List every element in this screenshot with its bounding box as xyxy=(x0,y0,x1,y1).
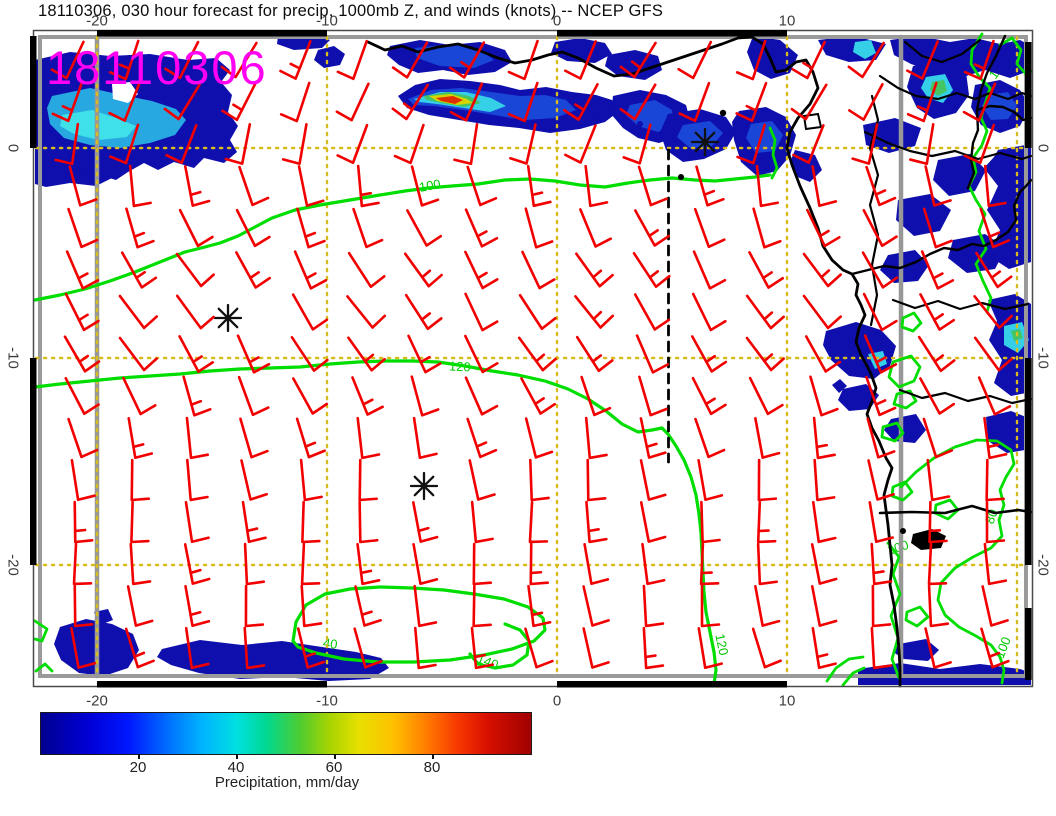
axis-label-lon-bottom: -10 xyxy=(316,692,338,710)
colorbar-tick-label: 80 xyxy=(423,759,441,776)
precip-colorbar xyxy=(40,712,532,755)
colorbar-tick-label: 60 xyxy=(325,759,343,776)
colorbar-tick xyxy=(432,754,434,759)
axis-label-lon-bottom: -20 xyxy=(86,692,108,710)
axis-label-lon-bottom: 0 xyxy=(552,692,562,710)
axis-label-lon-top: -20 xyxy=(86,12,108,30)
colorbar-tick xyxy=(334,754,336,759)
axis-label-lon-bottom: 10 xyxy=(778,692,796,710)
colorbar-caption: Precipitation, mm/day xyxy=(214,774,360,791)
axis-label-lon-top: 10 xyxy=(778,12,796,30)
axis-label-lon-top: 0 xyxy=(552,12,562,30)
colorbar-tick xyxy=(138,754,140,759)
axis-label-lon-top: -10 xyxy=(316,12,338,30)
colorbar-tick xyxy=(236,754,238,759)
colorbar-tick-label: 20 xyxy=(129,759,147,776)
colorbar-tick-label: 40 xyxy=(227,759,245,776)
plot-title: 18110306, 030 hour forecast for precip, … xyxy=(38,2,664,20)
